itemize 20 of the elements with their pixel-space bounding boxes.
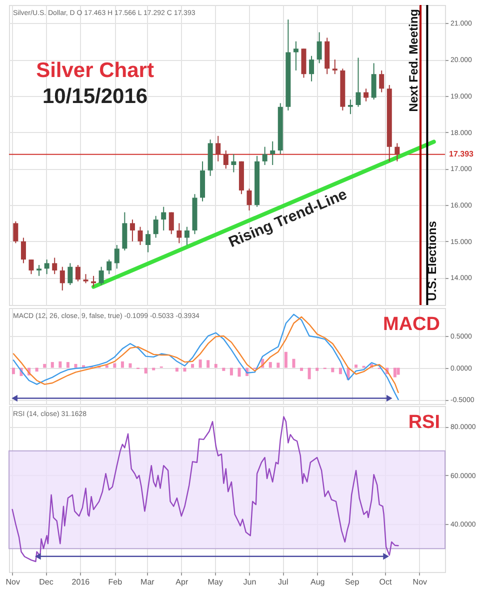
x-tick-label: May bbox=[208, 578, 223, 586]
x-tick-label: Aug bbox=[310, 578, 325, 586]
x-tick-label: Oct bbox=[379, 578, 392, 586]
text: Silver Chart bbox=[36, 59, 154, 82]
chart-title: RSI bbox=[408, 412, 440, 433]
x-tick-label: Nov bbox=[6, 578, 20, 586]
ref-line-label: 17.393 bbox=[449, 149, 474, 158]
chart-title: MACD bbox=[383, 314, 440, 335]
x-tick-label: Jul bbox=[278, 578, 288, 586]
x-tick-label: Jun bbox=[243, 578, 256, 586]
x-tick-label: Mar bbox=[140, 578, 155, 586]
x-tick-label: Apr bbox=[176, 578, 188, 586]
x-tick-label: 2016 bbox=[72, 578, 90, 586]
x-tick-label: Nov bbox=[412, 578, 428, 586]
x-tick-label: Dec bbox=[39, 578, 54, 586]
ref-line-label: Next Fed. Meeting bbox=[406, 9, 421, 112]
ref-line-label: U.S. Elections bbox=[425, 220, 440, 301]
text: 10/15/2016 bbox=[42, 85, 148, 108]
x-tick-label: Feb bbox=[108, 578, 123, 586]
x-tick-label: Sep bbox=[344, 578, 360, 586]
